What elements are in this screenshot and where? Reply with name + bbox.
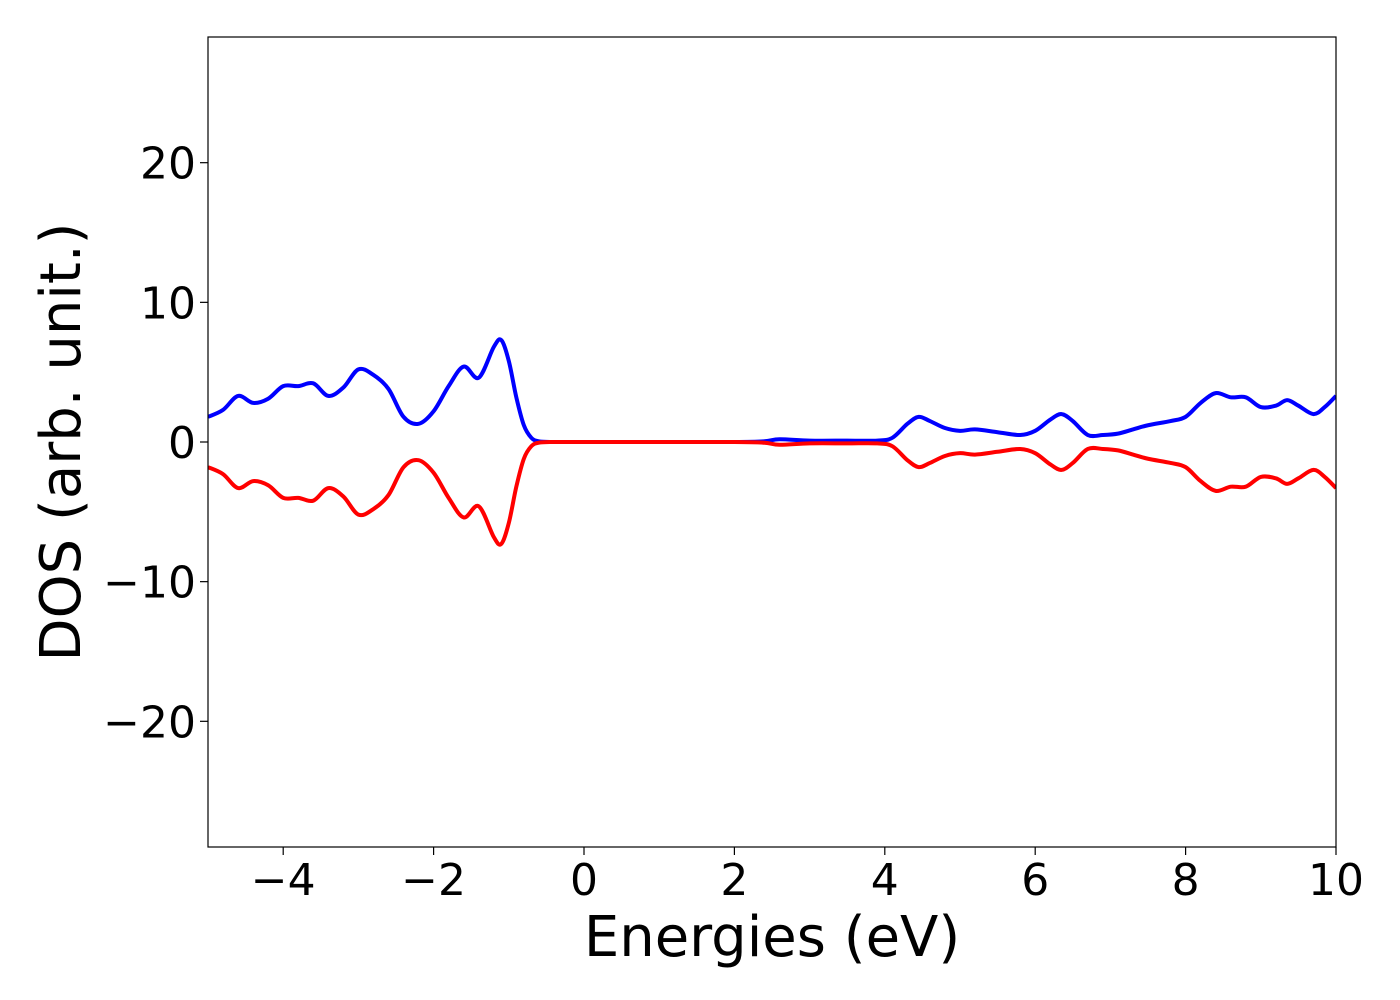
x-tick-label: 6 xyxy=(1021,855,1049,906)
x-tick-label: 0 xyxy=(570,855,598,906)
y-tick-label: 10 xyxy=(140,278,196,329)
x-tick-label: −2 xyxy=(401,855,466,906)
y-tick-label: 20 xyxy=(140,139,196,190)
x-tick-label: 4 xyxy=(871,855,899,906)
y-tick-label: 0 xyxy=(168,418,196,469)
y-axis: −20 −10 0 10 20 xyxy=(103,139,208,748)
dos-up-line xyxy=(208,337,1336,445)
x-tick-label: −4 xyxy=(251,855,316,906)
dos-down-line xyxy=(208,439,1336,547)
y-tick-label: −20 xyxy=(103,697,196,748)
x-axis-title: Energies (eV) xyxy=(584,905,960,970)
y-axis-title: DOS (arb. unit.) xyxy=(29,222,94,661)
x-tick-label: 10 xyxy=(1308,855,1364,906)
y-tick-label: −10 xyxy=(103,558,196,609)
x-axis: −4 −2 0 2 4 6 8 10 xyxy=(251,847,1364,906)
x-tick-label: 8 xyxy=(1172,855,1200,906)
x-tick-label: 2 xyxy=(720,855,748,906)
series-layer xyxy=(208,337,1336,547)
